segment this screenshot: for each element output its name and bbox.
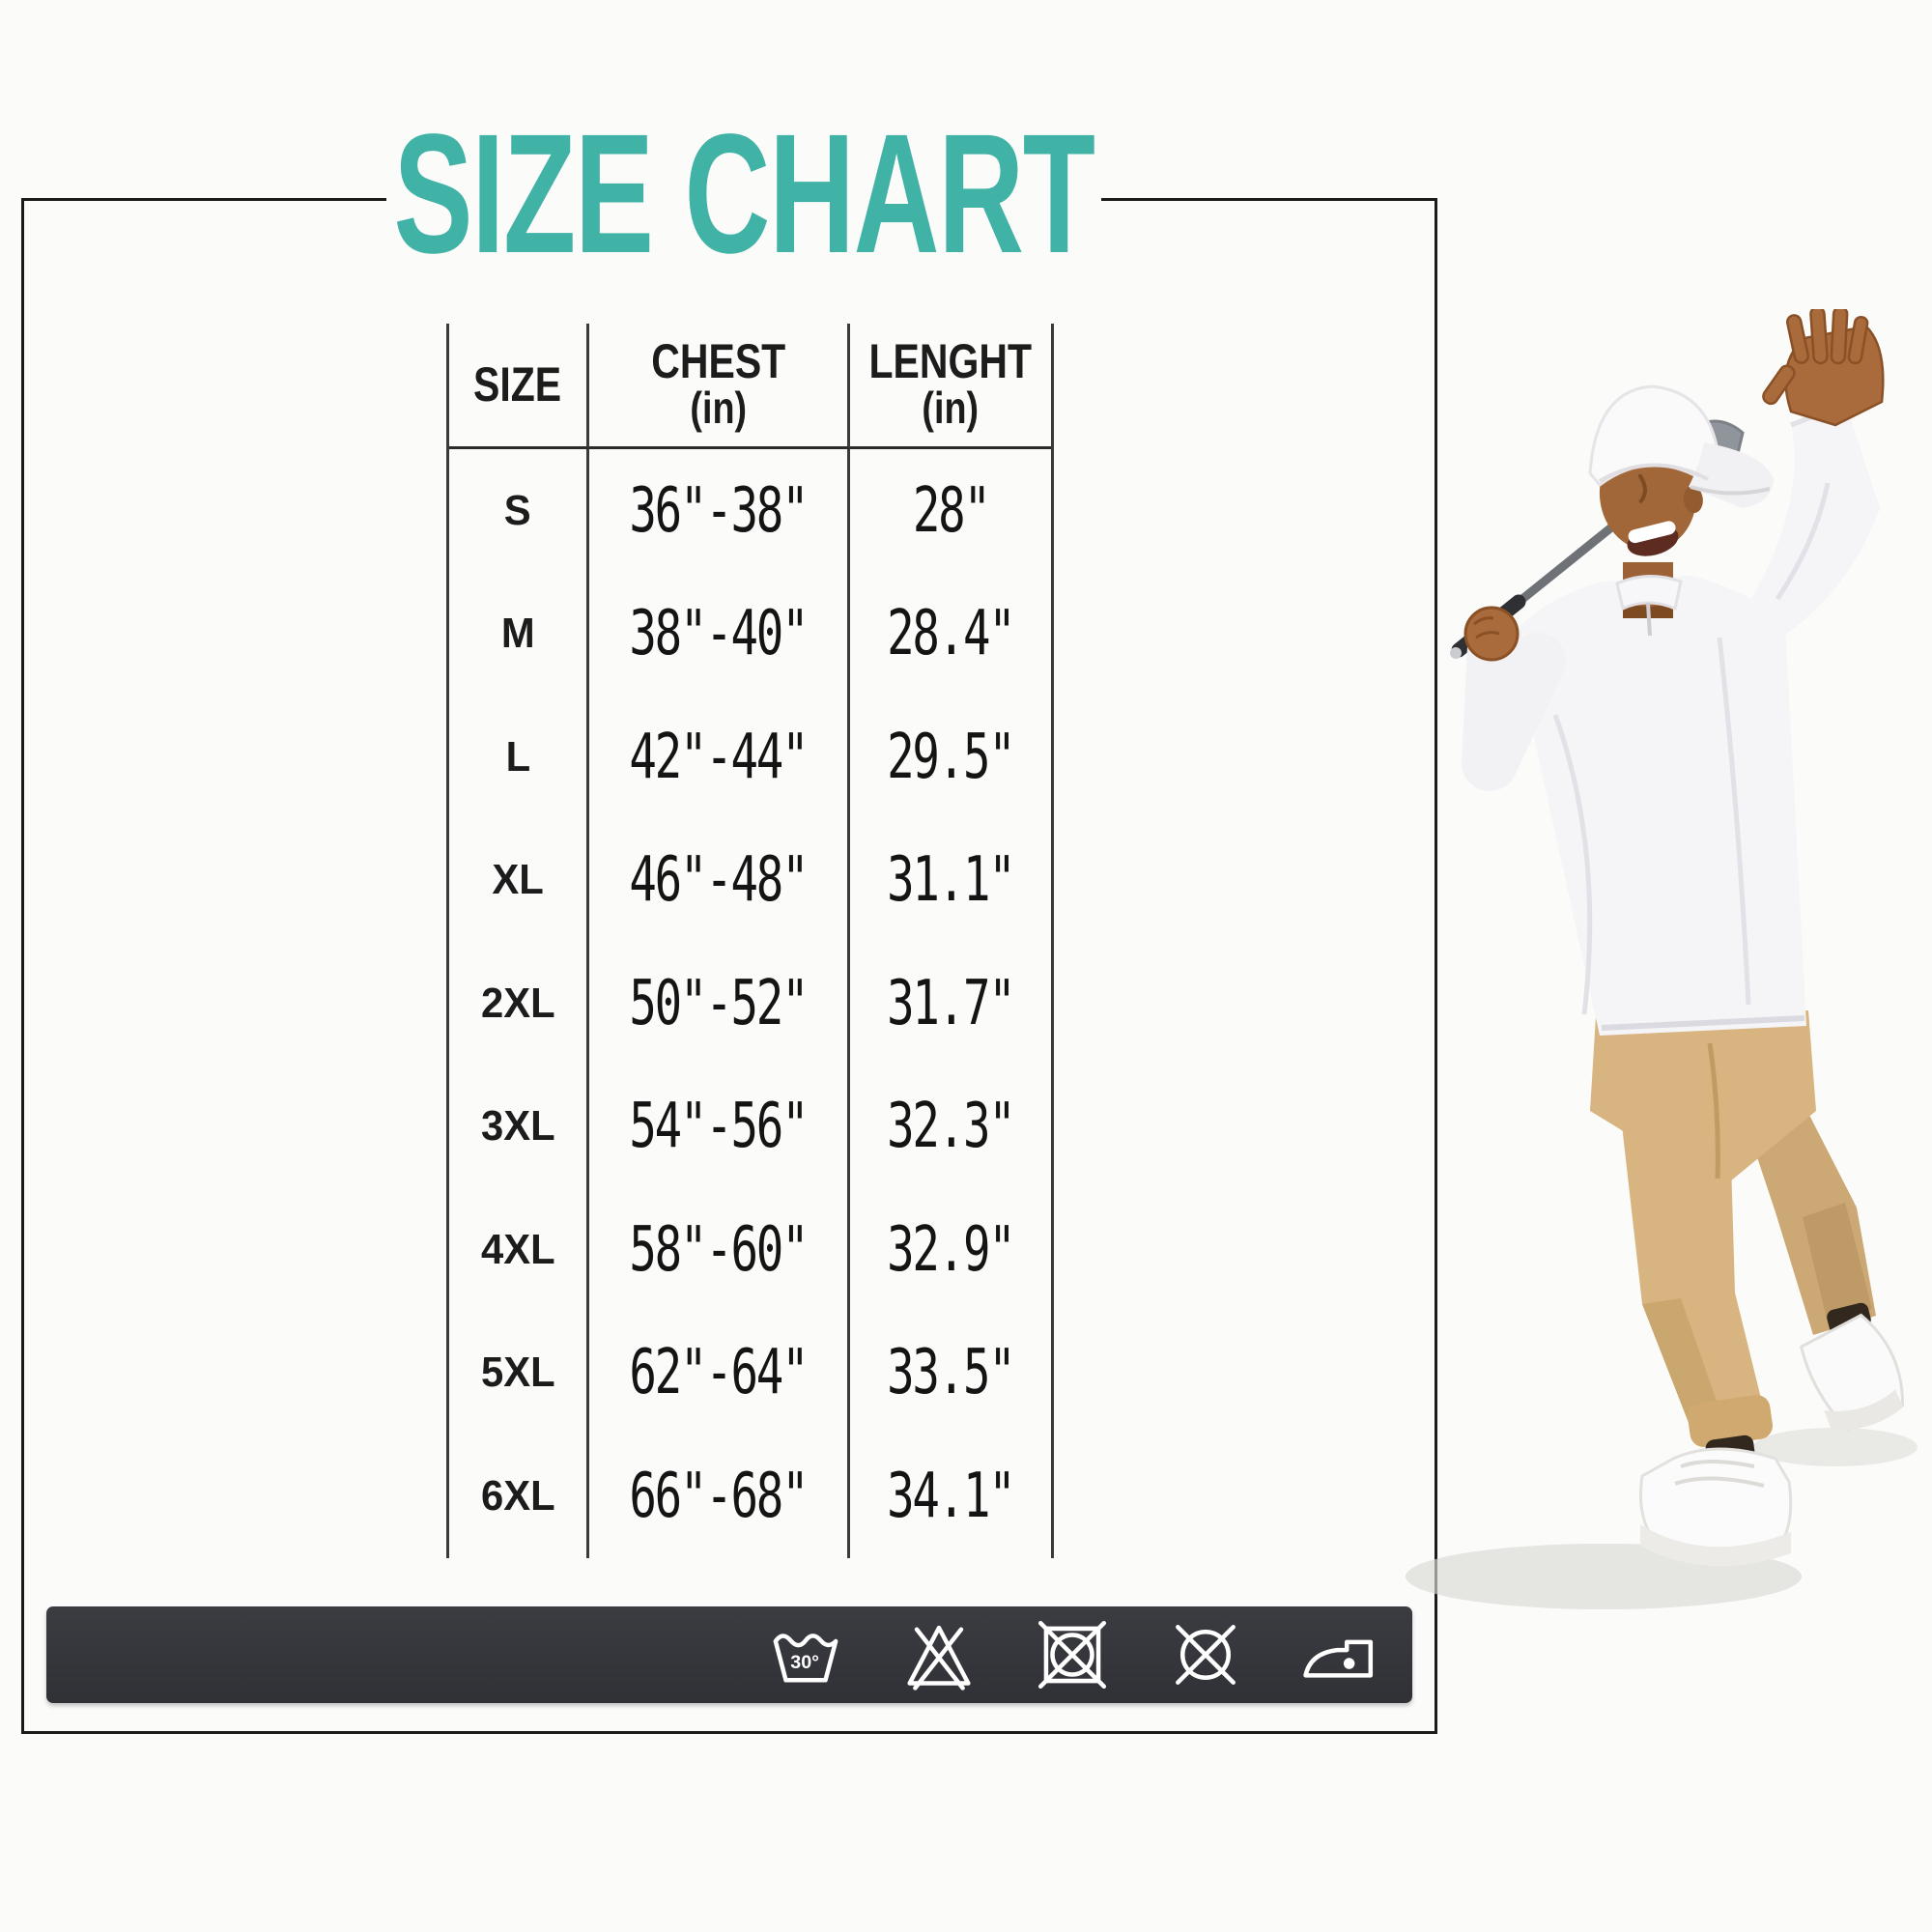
table-cell: 3XL bbox=[449, 1065, 589, 1188]
table-cell: 36"-38" bbox=[589, 449, 850, 573]
table-cell: 62"-64" bbox=[589, 1311, 850, 1435]
machine-wash-30-icon: 30° bbox=[773, 1634, 838, 1683]
table-cell: 46"-48" bbox=[589, 818, 850, 942]
table-cell: 28" bbox=[912, 474, 991, 547]
page-title: SIZE CHART bbox=[393, 99, 1095, 289]
table-cell: 66"-68" bbox=[589, 1435, 850, 1558]
golfer-figure bbox=[1406, 309, 1918, 1609]
table-cell: 33.5" bbox=[887, 1337, 1016, 1409]
svg-text:30°: 30° bbox=[790, 1652, 819, 1673]
size-table: SIZE CHEST (in) LENGHT (in) S 36"-38" 28… bbox=[446, 324, 1054, 1558]
table-cell: 32.9" bbox=[887, 1213, 1016, 1286]
table-cell: XL bbox=[449, 818, 589, 942]
do-not-bleach-icon bbox=[907, 1625, 971, 1690]
column-header-size: SIZE bbox=[449, 324, 589, 449]
table-cell: 42"-44" bbox=[589, 696, 850, 819]
table-cell: S bbox=[449, 449, 589, 573]
table-cell: 58"-60" bbox=[589, 1188, 850, 1312]
table-cell: 31.7" bbox=[887, 967, 1016, 1039]
table-cell: 6XL bbox=[449, 1435, 589, 1558]
table-cell: 34.1" bbox=[887, 1460, 1016, 1532]
care-instructions-bar: 30° bbox=[46, 1606, 1412, 1703]
table-cell: 28.4" bbox=[887, 598, 1016, 670]
do-not-dry-clean-icon bbox=[1176, 1625, 1236, 1685]
table-cell: 31.1" bbox=[887, 844, 1016, 917]
table-cell: L bbox=[449, 696, 589, 819]
column-header-chest: CHEST (in) bbox=[589, 324, 850, 449]
table-cell: 29.5" bbox=[887, 721, 1016, 793]
table-cell: 4XL bbox=[449, 1188, 589, 1312]
golfer-cap bbox=[1588, 384, 1774, 508]
table-cell: M bbox=[449, 572, 589, 696]
care-icons-row: 30° bbox=[763, 1612, 1381, 1697]
table-cell: 38"-40" bbox=[589, 572, 850, 696]
iron-low-heat-icon bbox=[1303, 1639, 1374, 1678]
column-header-length: LENGHT (in) bbox=[850, 324, 1051, 449]
table-cell: 50"-52" bbox=[589, 942, 850, 1065]
title-block: SIZE CHART bbox=[386, 108, 1101, 280]
table-cell: 54"-56" bbox=[589, 1065, 850, 1188]
table-cell: 2XL bbox=[449, 942, 589, 1065]
table-cell: 32.3" bbox=[887, 1091, 1016, 1163]
golfer-waving-hand bbox=[1762, 309, 1885, 427]
table-cell: 5XL bbox=[449, 1311, 589, 1435]
do-not-tumble-dry-icon bbox=[1037, 1620, 1107, 1690]
